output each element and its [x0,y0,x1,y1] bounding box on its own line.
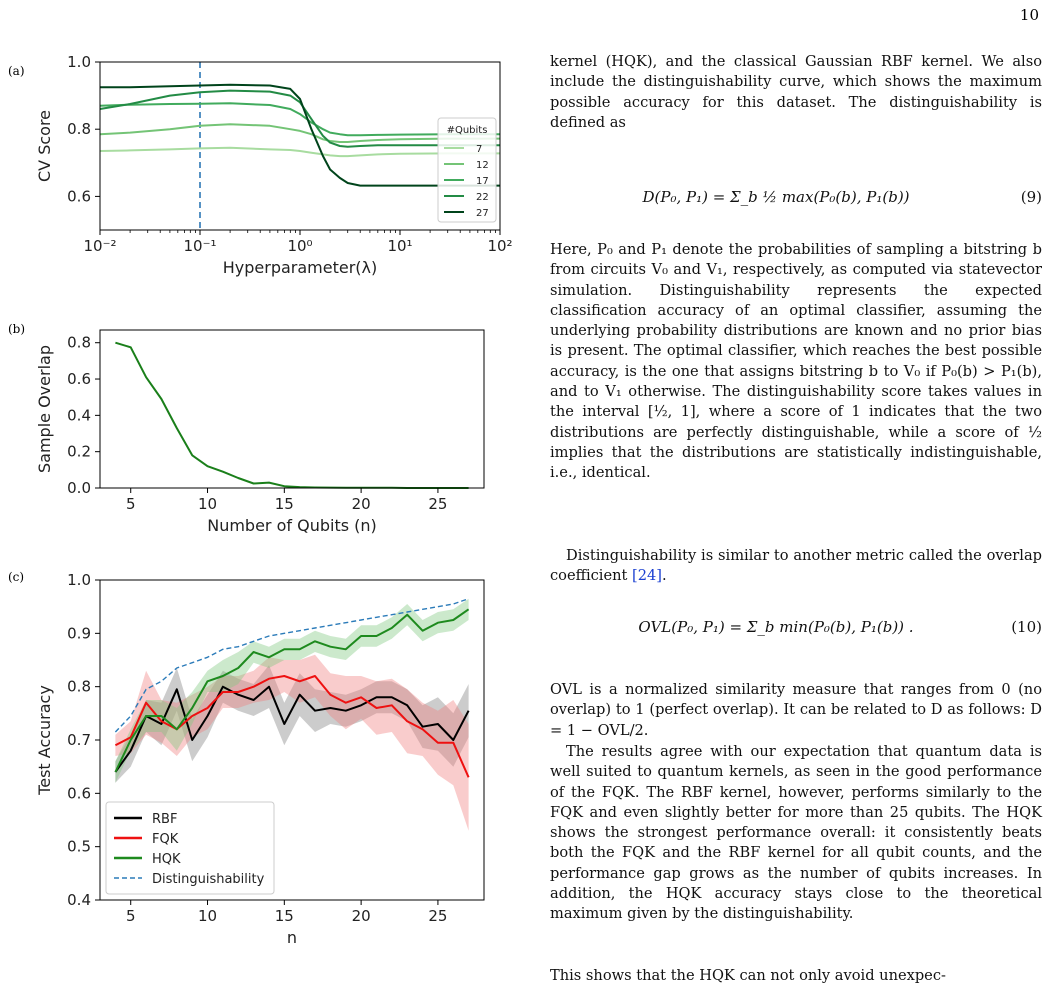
legend-label-17: 17 [476,176,489,187]
x-tick-label: 5 [126,495,136,513]
legend-label-12: 12 [476,160,489,171]
x-tick-label: 25 [428,907,447,925]
paragraph-5: The results agree with our expectation t… [550,743,1042,923]
legend-box [105,801,275,895]
y-axis-label: Sample Overlap [35,345,54,473]
series-line-7 [99,146,500,158]
equation-10-number: (10) [1011,618,1042,636]
y-tick-label: 0.7 [67,731,91,749]
x-tick-label: 25 [428,495,447,513]
y-tick-label: 0.4 [67,891,91,909]
series-line-RBF [114,685,470,773]
y-axis-label: Test Accuracy [35,685,54,796]
series-line-22 [99,89,500,148]
x-tick-label: 20 [352,495,371,513]
paragraph-1: kernel (HQK), and the classical Gaussian… [550,53,1042,131]
x-tick-label: 10⁻¹ [183,237,216,255]
equation-9-number: (9) [1020,188,1042,206]
x-tick-label: 15 [275,907,294,925]
panel-label-b: (b) [8,322,26,336]
series-line-12 [99,123,500,143]
legend-label-27: 27 [476,208,489,219]
page-number: 10 [1019,6,1039,24]
x-tick-label: 20 [352,907,371,925]
y-tick-label: 1.0 [67,571,91,589]
legend-title: #Qubits [447,125,488,136]
band-RBF [115,665,469,783]
x-tick-label: 10 [198,495,217,513]
paragraph-2: Here, P₀ and P₁ denote the probabilities… [550,241,1042,482]
equation-10-body: OVL(P₀, P₁) = Σ_b min(P₀(b), P₁(b)) . [638,618,914,636]
y-tick-label: 0.4 [67,406,91,424]
equation-9-body: D(P₀, P₁) = Σ_b ½ max(P₀(b), P₁(b)) [642,188,910,206]
band-FQK [115,654,469,831]
series-line-27 [100,83,500,187]
chart-c-test-accuracy: 0.4 0.5 0.6 0.7 0.8 0.9 1.0 5 10 15 20 25 n Test Accu… [35,571,485,947]
x-axis-label: Hyperparameter(λ) [223,258,378,277]
y-tick-label: 0.6 [67,370,91,388]
y-tick-label: 0.8 [67,678,91,696]
y-tick-label: 0.8 [67,334,91,352]
x-axis-label: Number of Qubits (n) [207,516,377,535]
y-tick-label: 0.2 [67,443,91,461]
y-tick-label: 0.6 [67,784,91,802]
x-tick-label: 10² [487,237,512,255]
series-line-Distinguishability [114,598,469,733]
x-tick-label: 10 [198,907,217,925]
series-line-0 [115,341,469,489]
legend-label-FQK: FQK [152,832,179,847]
series-line-HQK [114,608,470,773]
paragraph-6-cut: This shows that the HQK can not only avo… [550,967,946,984]
y-axis-label: CV Score [35,110,54,182]
legend-label-RBF: RBF [152,812,177,827]
x-tick-label: 10⁰ [287,237,312,255]
chart-a-cv-score: 0.6 0.8 1.0 10⁻² 10⁻¹ 10⁰ 10¹ 10² Hyperparameter… [35,53,513,277]
x-axis-label: n [287,928,297,947]
band-HQK [115,598,469,783]
paragraph-4: OVL is a normalized similarity measure t… [550,681,1042,739]
legend-label-Distinguishability: Distinguishability [152,872,265,887]
plot-frame [99,329,485,489]
legend-label-22: 22 [476,192,489,203]
x-tick-label: 10⁻² [83,237,116,255]
y-tick-label: 0.0 [67,479,91,497]
y-tick-label: 0.9 [67,624,91,642]
equation-10: OVL(P₀, P₁) = Σ_b min(P₀(b), P₁(b)) . (1… [550,618,1042,648]
x-tick-label: 5 [126,907,136,925]
panel-label-a: (a) [8,64,25,78]
legend-label-7: 7 [476,144,482,155]
x-tick-label: 10¹ [387,237,412,255]
panel-label-c: (c) [8,570,25,584]
legend-label-HQK: HQK [152,852,181,867]
equation-9: D(P₀, P₁) = Σ_b ½ max(P₀(b), P₁(b)) (9) [550,188,1042,218]
y-tick-label: 0.5 [67,838,91,856]
citation-24[interactable]: [24] [632,567,662,585]
y-tick-label: 0.6 [67,187,91,205]
paragraph-3: Distinguishability is similar to another… [550,547,1042,585]
y-tick-label: 0.8 [67,120,91,138]
y-tick-label: 1.0 [67,53,91,71]
x-tick-label: 15 [275,495,294,513]
chart-b-sample-overlap: 0.0 0.2 0.4 0.6 0.8 5 10 15 20 25 Number of Qubits… [35,329,485,535]
